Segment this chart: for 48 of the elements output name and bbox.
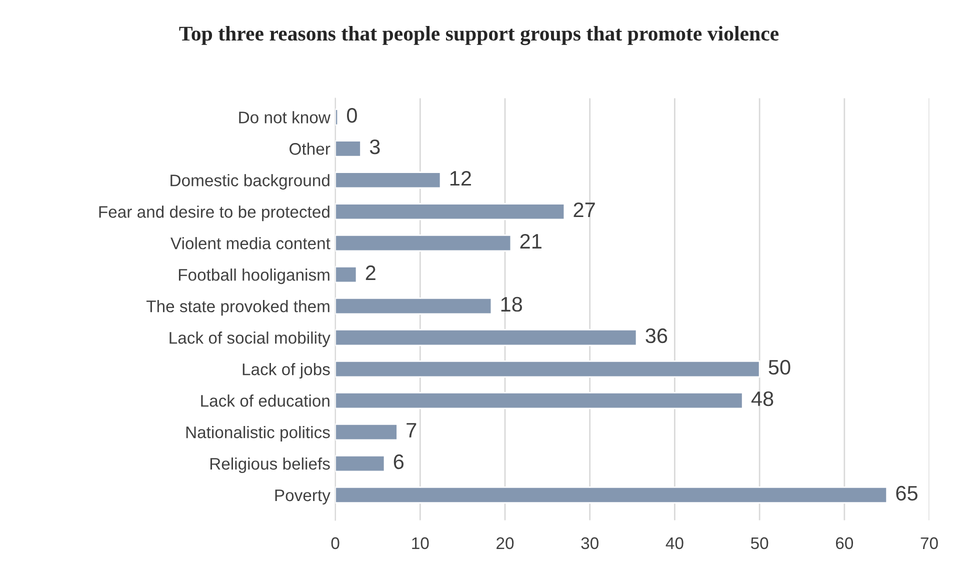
bar	[335, 234, 512, 252]
data-label: 2	[366, 265, 376, 280]
data-label: 18	[501, 296, 522, 312]
y-tick-label: Other	[290, 142, 330, 155]
bar	[335, 360, 760, 378]
x-tick-label: 30	[581, 537, 598, 550]
bar	[335, 454, 386, 472]
bar	[335, 392, 744, 410]
y-tick-label: Nationalistic politics	[186, 426, 330, 442]
y-tick-label: Domestic background	[170, 174, 330, 190]
y-tick-label: Violent media content	[170, 237, 330, 250]
y-tick-label: Religious beliefs	[210, 457, 330, 474]
x-tick-label: 20	[496, 537, 514, 550]
data-label: 48	[751, 391, 774, 406]
y-tick-label: Fear and desire to be protected	[99, 206, 330, 222]
data-label: 21	[520, 234, 542, 248]
bar	[335, 266, 358, 284]
y-tick-label: Lack of jobs	[242, 363, 330, 379]
bar	[335, 423, 398, 441]
data-label: 7	[406, 423, 416, 438]
x-tick-label: 10	[412, 537, 429, 550]
data-label: 36	[646, 328, 668, 344]
data-label: 65	[896, 486, 918, 501]
data-label: 3	[370, 139, 380, 154]
bar	[335, 203, 566, 220]
x-tick-label: 50	[750, 537, 768, 550]
data-label: 0	[346, 108, 357, 123]
y-tick-label: Lack of education	[201, 394, 330, 407]
x-tick-label: 60	[836, 537, 854, 550]
y-tick-label: The state provoked them	[146, 300, 330, 316]
x-tick-label: 0	[331, 537, 340, 550]
bar	[335, 486, 888, 504]
chart-title: Top three reasons that people support groups that promote violence	[179, 26, 779, 46]
y-tick-label: Do not know	[239, 111, 330, 124]
data-label: 6	[394, 454, 404, 470]
y-tick-label: Football hooliganism	[178, 268, 330, 284]
data-label: 50	[768, 360, 790, 375]
y-tick-label: Poverty	[275, 490, 330, 505]
x-tick-label: 40	[666, 537, 684, 550]
y-tick-label: Lack of social mobility	[170, 332, 330, 348]
bar	[335, 298, 492, 315]
bar	[335, 140, 362, 158]
bar	[335, 172, 442, 189]
data-label: 27	[574, 202, 595, 218]
x-tick-label: 70	[920, 537, 938, 550]
bar	[335, 329, 638, 346]
bar	[335, 108, 339, 126]
data-label: 12	[450, 170, 471, 186]
